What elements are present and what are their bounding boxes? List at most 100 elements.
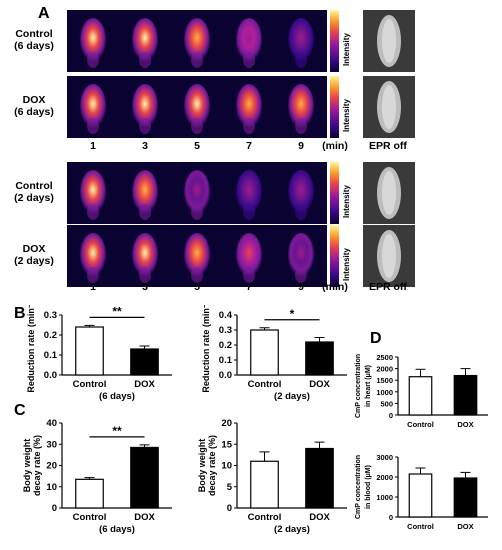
colorbar-label: Intensity: [342, 33, 351, 66]
panel-label-b: B: [14, 305, 26, 322]
row-label-line2: (2 days): [14, 192, 54, 204]
mouse-image-tile: [275, 76, 327, 138]
epr-off-image: [363, 225, 415, 287]
bar-control: [408, 473, 433, 518]
bar-dox: [453, 374, 478, 416]
y-axis-label: Reduction rate (min⁻¹): [201, 305, 211, 393]
intensity-colorbar: [330, 162, 339, 224]
row-label-line1: Control: [15, 180, 53, 192]
y-tick-label: 5: [227, 482, 233, 493]
chart-c-left: 0 10 20 30 40 Body weight decay rate (%) Contro…: [22, 418, 172, 535]
time-tick-label: 3: [142, 140, 148, 152]
mouse-image-tile: [171, 162, 223, 224]
x-tick-label: Control: [73, 379, 107, 390]
y-axis-label-line2: in blood (μM): [365, 465, 372, 509]
y-tick-label: 10: [46, 482, 57, 493]
y-axis-label-line1: Body weight: [22, 439, 32, 493]
y-tick-label: 0: [389, 513, 393, 522]
time-tick-label: 9: [298, 140, 304, 152]
time-tick-label: 5: [194, 140, 200, 152]
y-tick-label: 40: [46, 418, 57, 429]
group-label: (2 days): [274, 391, 310, 402]
y-tick-label: 2000: [376, 365, 393, 374]
x-tick-label: Control: [248, 512, 282, 523]
mouse-image-tile: [223, 162, 275, 224]
mouse-image-tile: [223, 76, 275, 138]
row-label-line1: Control: [15, 28, 53, 40]
y-tick-label: 0.1: [44, 350, 58, 361]
mouse-image-tile: [67, 76, 119, 138]
x-tick-label: Control: [248, 379, 282, 390]
time-tick-label: 3: [142, 281, 148, 293]
row-label-line2: (6 days): [14, 40, 54, 52]
time-unit-label: (min): [322, 281, 348, 293]
chart-d-bottom: 0 1000 2000 3000 CmP concentration in blood (…: [355, 453, 488, 531]
intensity-colorbar: [330, 10, 339, 72]
y-tick-label: 1500: [376, 376, 393, 385]
x-tick-label: DOX: [134, 379, 155, 390]
mouse-image-tile: [223, 225, 275, 287]
y-tick-label: 20: [221, 418, 232, 429]
x-tick-label: Control: [407, 522, 434, 531]
y-tick-label: 2000: [376, 473, 393, 482]
bar-dox: [453, 477, 478, 518]
mouse-image-tile: [67, 10, 119, 72]
intensity-colorbar: [330, 76, 339, 138]
bar-dox: [305, 341, 334, 376]
time-tick-label: 1: [90, 281, 96, 293]
y-tick-label: 500: [380, 399, 393, 408]
time-unit-label: (min): [322, 140, 348, 152]
epr-off-image: [363, 76, 415, 138]
mouse-image-tile: [275, 225, 327, 287]
y-tick-label: 1000: [376, 388, 393, 397]
mouse-image-tile: [171, 225, 223, 287]
colorbar-label: Intensity: [342, 248, 351, 281]
y-tick-label: 0.0: [219, 370, 232, 381]
panel-label-d: D: [370, 330, 382, 347]
row-label-line1: DOX: [22, 94, 46, 106]
y-axis-label: Reduction rate (min⁻¹): [26, 305, 36, 393]
group-label: (6 days): [99, 524, 135, 535]
y-tick-label: 0.3: [44, 310, 57, 321]
mouse-image-tile: [119, 10, 171, 72]
panel-label-c: C: [14, 402, 26, 419]
epr-off-label: EPR off: [369, 281, 407, 293]
y-tick-label: 0.0: [44, 370, 57, 381]
y-axis-label-line2: in heart (μM): [365, 365, 372, 407]
y-tick-label: 30: [46, 439, 57, 450]
intensity-colorbar: [330, 225, 339, 287]
bar-control: [250, 329, 279, 376]
time-tick-label: 5: [194, 281, 200, 293]
row-label: DOX (6 days): [6, 94, 62, 118]
chart-b-left: 0.0 0.1 0.2 0.3 Reduction rate (min⁻¹) Contro…: [26, 305, 172, 402]
significance-label: *: [290, 307, 295, 321]
y-tick-label: 0.4: [219, 310, 233, 321]
row-label: Control (2 days): [6, 180, 62, 204]
chart-c-right: 0 5 10 15 20 Body weight decay rate (%) Control…: [197, 418, 347, 535]
y-tick-label: 1000: [376, 493, 393, 502]
y-tick-label: 0: [52, 503, 57, 514]
mouse-image-tile: [119, 76, 171, 138]
mouse-image-tile: [119, 162, 171, 224]
time-tick-label: 7: [246, 281, 252, 293]
y-tick-label: 20: [46, 461, 57, 472]
y-axis-label-line1: CmP concentration: [355, 455, 362, 519]
mouse-image-tile: [67, 162, 119, 224]
group-label: (6 days): [99, 391, 135, 402]
y-tick-label: 0.1: [219, 355, 233, 366]
mouse-image-tile: [275, 10, 327, 72]
x-tick-label: Control: [407, 420, 434, 429]
time-tick-label: 7: [246, 140, 252, 152]
x-tick-label: DOX: [134, 512, 155, 523]
chart-d-top: 0 500 1000 1500 2000 2500 CmP concentration in …: [355, 353, 488, 429]
colorbar-label: Intensity: [342, 185, 351, 218]
y-tick-label: 0.3: [219, 325, 232, 336]
y-tick-label: 10: [221, 461, 232, 472]
mouse-image-tile: [171, 10, 223, 72]
bar-dox: [305, 447, 334, 509]
colorbar-label: Intensity: [342, 99, 351, 132]
time-tick-label: 9: [298, 281, 304, 293]
y-tick-label: 3000: [376, 453, 393, 462]
x-tick-label: DOX: [309, 512, 330, 523]
x-tick-label: Control: [73, 512, 107, 523]
